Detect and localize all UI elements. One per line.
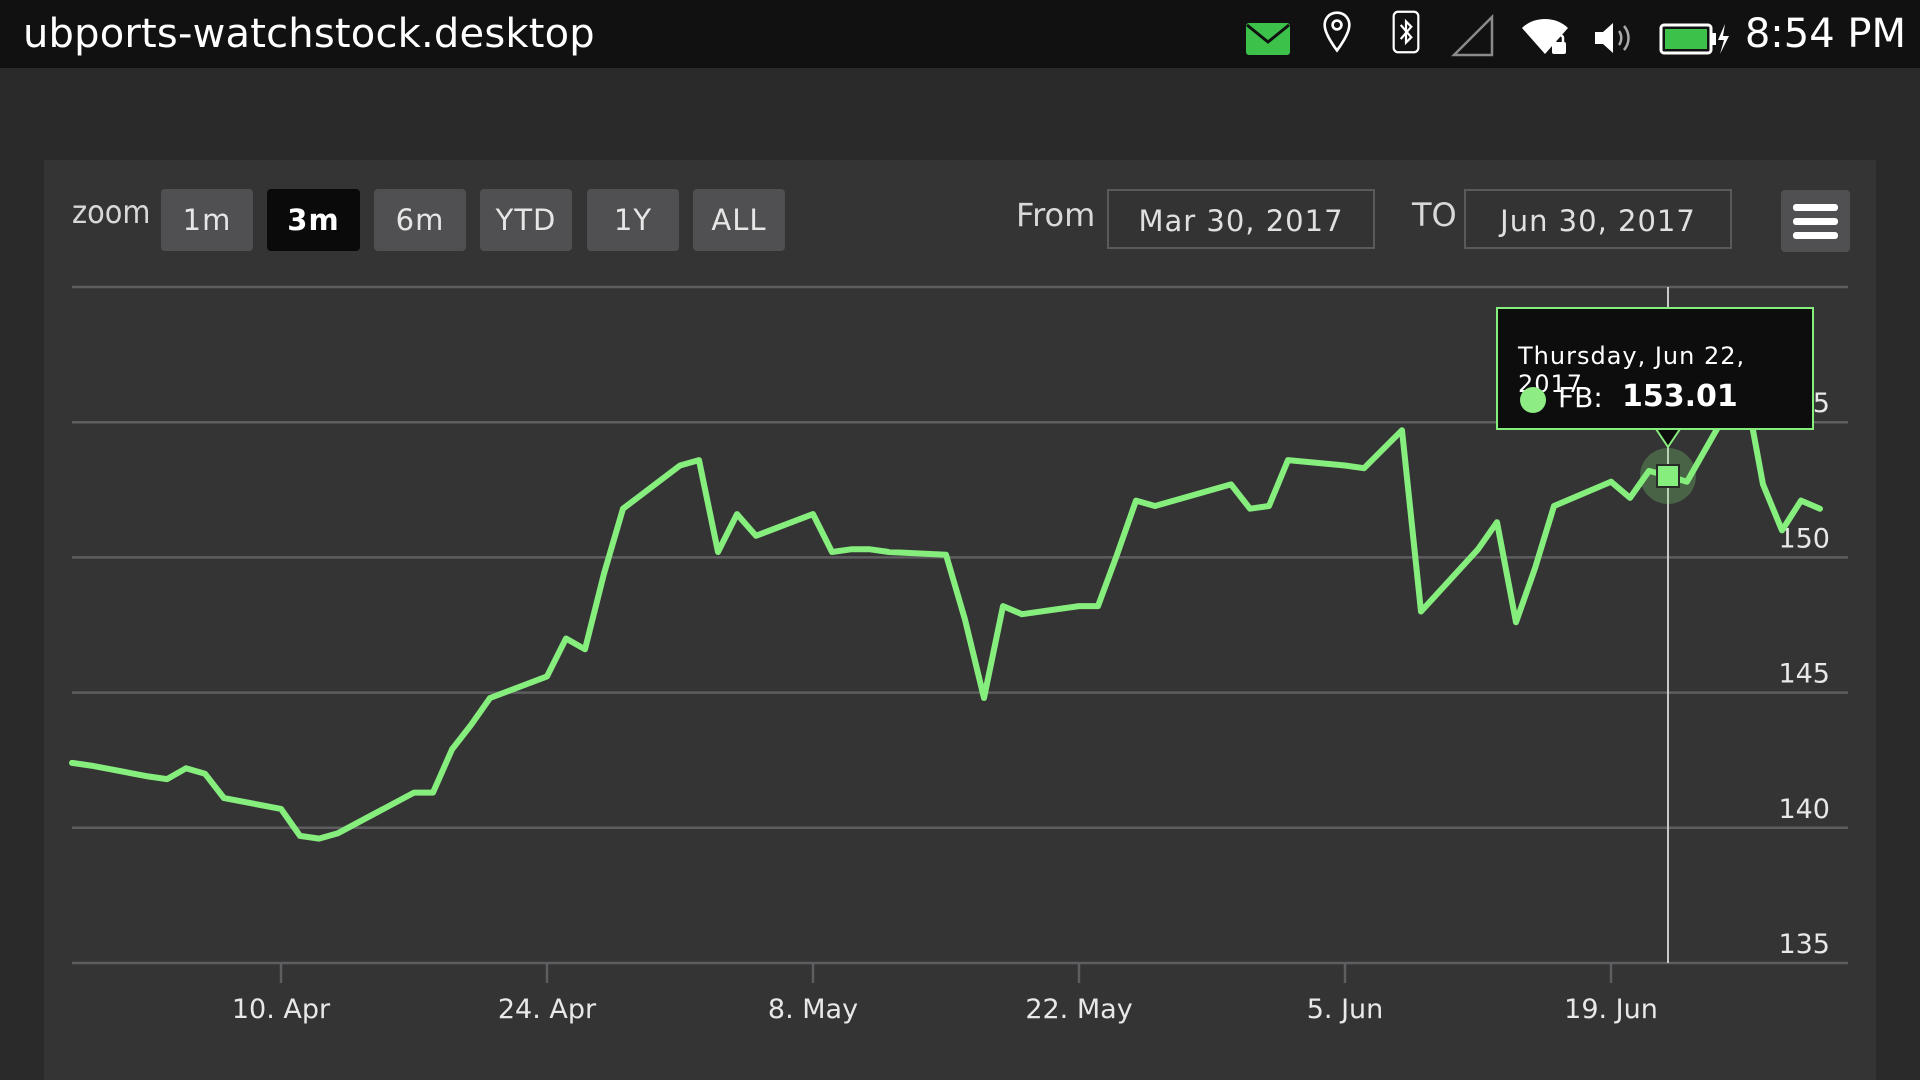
x-tick-label-0: 10. Apr xyxy=(232,994,331,1025)
y-tick-label-150: 150 xyxy=(1778,523,1830,554)
tooltip-series-marker xyxy=(1520,387,1546,413)
hamburger-menu-icon[interactable] xyxy=(1781,190,1850,252)
x-tick-label-2: 8. May xyxy=(768,994,858,1025)
tooltip-date: Thursday, Jun 22, 2017 xyxy=(1518,342,1746,398)
to-label: TO xyxy=(1412,196,1457,234)
zoom-3m-button[interactable]: 3m xyxy=(267,189,360,251)
wifi-icon[interactable] xyxy=(1520,14,1570,58)
tooltip-value: 153.01 xyxy=(1622,379,1738,414)
from-date-input[interactable]: Mar 30, 2017 xyxy=(1107,189,1375,249)
zoom-1y-button[interactable]: 1Y xyxy=(587,189,679,251)
mail-icon[interactable] xyxy=(1244,17,1292,61)
zoom-ytd-button[interactable]: YTD xyxy=(480,189,572,251)
zoom-1m-button[interactable]: 1m xyxy=(161,189,253,251)
x-tick-label-5: 19. Jun xyxy=(1564,994,1658,1025)
status-bar: ubports-watchstock.desktop 8:54 PM xyxy=(0,0,1920,68)
x-tick-label-3: 22. May xyxy=(1025,994,1132,1025)
battery-charging-icon[interactable] xyxy=(1659,17,1731,61)
app-title: ubports-watchstock.desktop xyxy=(23,11,595,57)
y-tick-label-135: 135 xyxy=(1778,929,1830,960)
to-date-input[interactable]: Jun 30, 2017 xyxy=(1464,189,1732,249)
from-label: From xyxy=(1016,196,1096,234)
location-icon[interactable] xyxy=(1320,10,1354,54)
bluetooth-icon[interactable] xyxy=(1390,10,1422,54)
zoom-all-button[interactable]: ALL xyxy=(693,189,785,251)
cellular-signal-icon[interactable] xyxy=(1451,14,1495,58)
highlight-point xyxy=(1656,464,1680,489)
price-line-FB xyxy=(69,378,1823,842)
x-tick-label-1: 24. Apr xyxy=(498,994,597,1025)
y-tick-label-140: 140 xyxy=(1778,794,1830,825)
zoom-label: zoom xyxy=(72,193,151,231)
y-tick-label-145: 145 xyxy=(1778,659,1830,690)
volume-icon[interactable] xyxy=(1592,16,1634,60)
clock: 8:54 PM xyxy=(1744,11,1906,57)
chart-series xyxy=(69,378,1823,842)
tooltip-series-name: FB: xyxy=(1558,381,1603,414)
zoom-6m-button[interactable]: 6m xyxy=(374,189,466,251)
chart-tooltip: Thursday, Jun 22, 2017 FB: 153.01 xyxy=(1496,307,1814,430)
tooltip-pointer xyxy=(1654,428,1682,449)
x-tick-label-4: 5. Jun xyxy=(1307,994,1384,1025)
